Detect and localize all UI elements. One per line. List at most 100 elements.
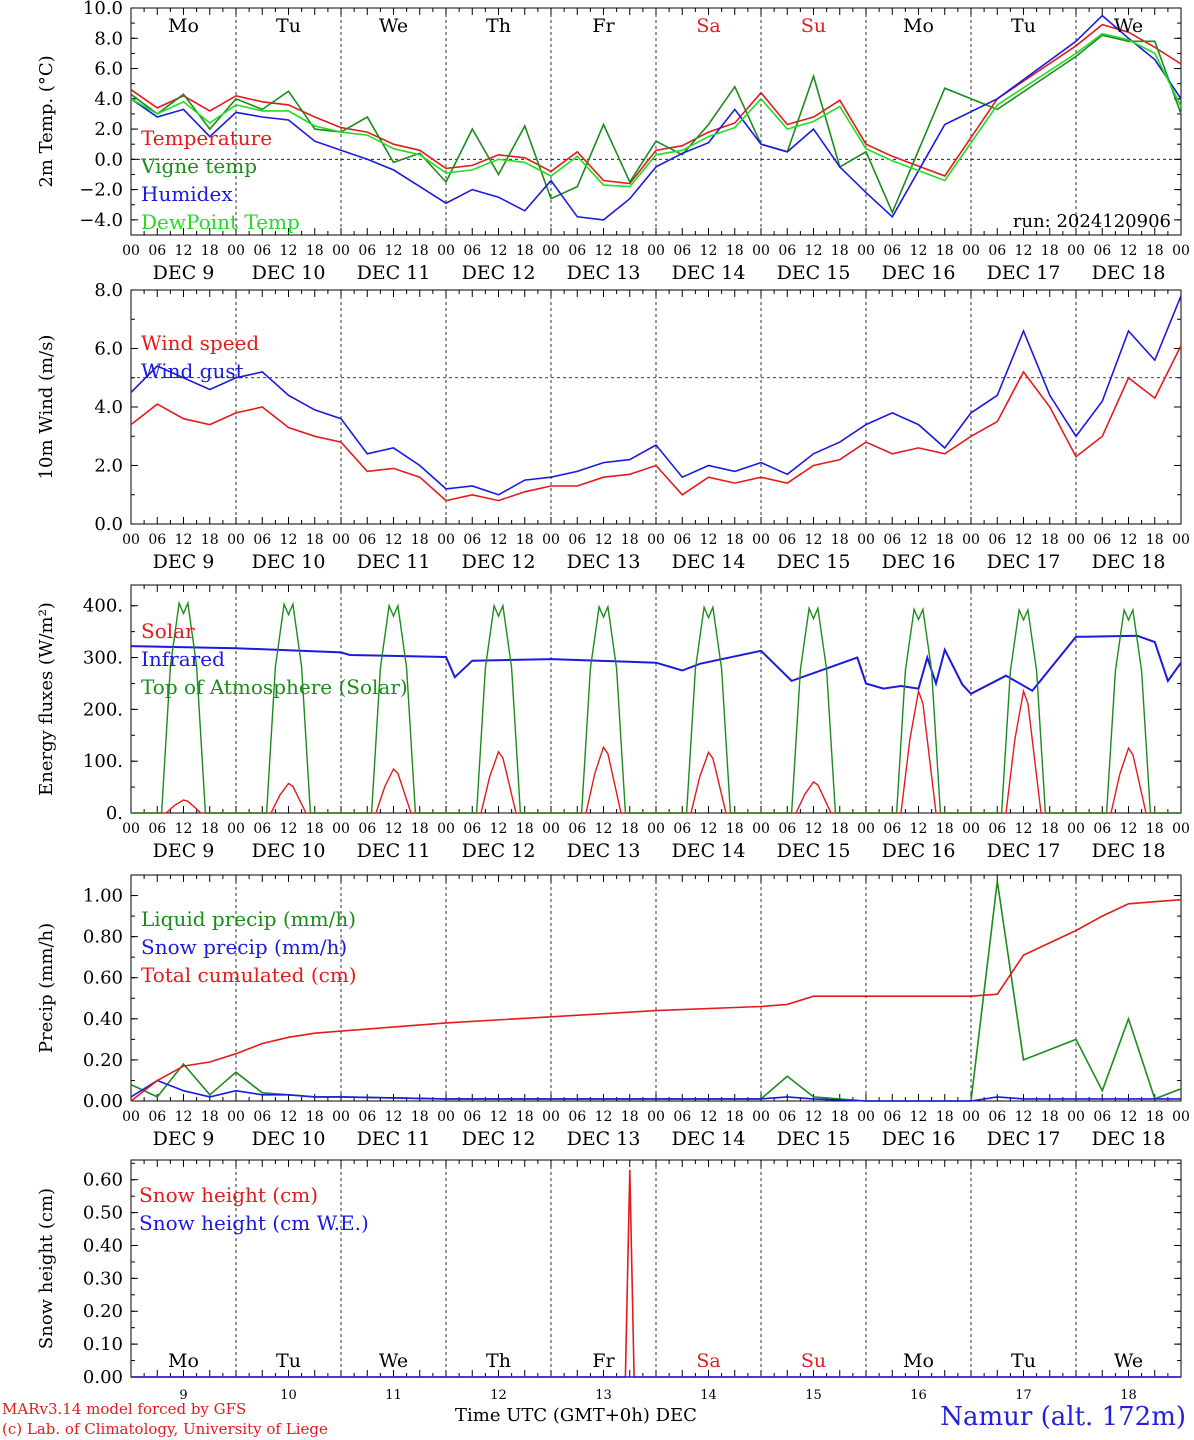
date-label: DEC 11	[357, 1128, 431, 1150]
y-axis-label: Snow height (cm)	[36, 1188, 57, 1349]
series-line-humidex	[130, 14, 1182, 221]
hour-label: 00	[437, 532, 455, 548]
legend-entry: Snow height (cm)	[139, 1183, 318, 1207]
hour-label: 06	[463, 821, 481, 837]
hour-label: 00	[647, 1109, 665, 1125]
date-label: DEC 17	[987, 262, 1061, 284]
y-tick-label: 0.0	[94, 149, 123, 170]
hour-label: 00	[1172, 532, 1190, 548]
hour-label: 12	[1120, 1109, 1138, 1125]
hour-label: 06	[148, 821, 166, 837]
date-label: DEC 15	[777, 1128, 851, 1150]
date-label: DEC 15	[777, 551, 851, 573]
legend-entry: Wind gust	[141, 359, 244, 383]
date-label: DEC 16	[882, 262, 956, 284]
hour-label: 00	[227, 243, 245, 259]
hour-label: 12	[700, 1109, 718, 1125]
date-label: DEC 17	[987, 1128, 1061, 1150]
series-line-solar	[131, 688, 1181, 814]
hour-label: 06	[778, 1109, 796, 1125]
date-label: DEC 9	[153, 551, 215, 573]
legend-entry: Top of Atmosphere (Solar)	[141, 675, 408, 699]
weekday-label: Th	[486, 1350, 511, 1372]
hour-label: 18	[306, 1109, 324, 1125]
hour-label: 12	[490, 821, 508, 837]
y-tick-label: 0.20	[83, 1301, 123, 1322]
hour-label: 12	[805, 1109, 823, 1125]
hour-label: 06	[883, 532, 901, 548]
weekday-label: Tu	[1011, 15, 1036, 37]
weekday-label: We	[379, 15, 408, 37]
date-label: DEC 11	[357, 840, 431, 862]
hour-label: 12	[805, 532, 823, 548]
hour-label: 06	[253, 821, 271, 837]
y-tick-label: 0.20	[83, 1050, 123, 1071]
y-tick-label: 8.0	[94, 280, 123, 301]
date-label: DEC 12	[462, 1128, 536, 1150]
hour-label: 06	[988, 821, 1006, 837]
hour-label: 06	[358, 243, 376, 259]
hour-label: 00	[1067, 821, 1085, 837]
y-tick-label: 6.0	[94, 339, 123, 360]
credit-model: MARv3.14 model forced by GFS	[2, 1400, 247, 1418]
station-name: Namur (alt. 172m)	[940, 1402, 1186, 1432]
hour-label: 18	[201, 243, 219, 259]
hour-label: 18	[1146, 821, 1164, 837]
y-tick-label: 0.80	[83, 927, 123, 948]
hour-label: 18	[726, 532, 744, 548]
hour-label: 18	[306, 532, 324, 548]
y-tick-label: 8.0	[94, 28, 123, 49]
y-axis-label: 2m Temp. (°C)	[36, 55, 57, 187]
hour-label: 00	[1067, 532, 1085, 548]
legend-entry: Humidex	[141, 182, 233, 206]
hour-label: 12	[700, 821, 718, 837]
legend-entry: DewPoint Temp	[141, 210, 300, 234]
y-tick-label: −4.0	[79, 210, 123, 231]
hour-label: 18	[411, 821, 429, 837]
hour-label: 12	[280, 243, 298, 259]
date-label: DEC 10	[252, 551, 326, 573]
y-tick-label: 0.60	[83, 1170, 123, 1191]
weekday-label: Mo	[903, 15, 934, 37]
hour-label: 06	[1093, 1109, 1111, 1125]
day-number: 13	[595, 1388, 612, 1403]
hour-label: 18	[936, 532, 954, 548]
hour-label: 06	[568, 821, 586, 837]
y-tick-label: 0.	[106, 803, 123, 824]
hour-label: 12	[175, 243, 193, 259]
hour-label: 12	[280, 821, 298, 837]
time-axis-label: Time UTC (GMT+0h) DEC	[455, 1405, 697, 1426]
hour-label: 06	[988, 1109, 1006, 1125]
legend-entry: Infrared	[141, 647, 225, 671]
date-label: DEC 12	[462, 840, 536, 862]
hour-label: 06	[673, 243, 691, 259]
weekday-label: Mo	[903, 1350, 934, 1372]
hour-label: 18	[936, 821, 954, 837]
y-axis-label: 10m Wind (m/s)	[36, 335, 57, 480]
hour-label: 06	[568, 532, 586, 548]
date-label: DEC 11	[357, 551, 431, 573]
hour-label: 18	[831, 532, 849, 548]
hour-label: 06	[778, 243, 796, 259]
series-line-total-cumulated-cm-	[130, 898, 1182, 1102]
hour-label: 12	[280, 1109, 298, 1125]
hour-label: 12	[595, 532, 613, 548]
date-label: DEC 16	[882, 1128, 956, 1150]
legend-entry: Solar	[141, 619, 195, 643]
weekday-label: Sa	[696, 15, 720, 37]
hour-label: 12	[1120, 532, 1138, 548]
hour-label: 06	[358, 1109, 376, 1125]
date-label: DEC 15	[777, 840, 851, 862]
hour-label: 00	[752, 243, 770, 259]
date-label: DEC 14	[672, 1128, 746, 1150]
hour-label: 12	[805, 821, 823, 837]
hour-label: 18	[726, 243, 744, 259]
weekday-label: We	[379, 1350, 408, 1372]
hour-label: 12	[490, 532, 508, 548]
hour-label: 12	[910, 821, 928, 837]
hour-label: 00	[1067, 1109, 1085, 1125]
hour-label: 18	[726, 1109, 744, 1125]
y-tick-label: 10.0	[83, 0, 123, 19]
weekday-label: We	[1114, 15, 1143, 37]
date-label: DEC 14	[672, 551, 746, 573]
